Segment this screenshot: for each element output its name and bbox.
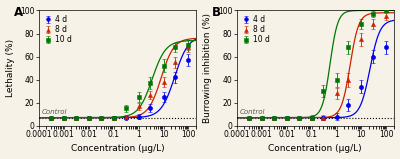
Text: Control: Control — [240, 109, 265, 115]
Legend: 4 d, 8 d, 10 d: 4 d, 8 d, 10 d — [42, 14, 72, 45]
Text: Control: Control — [42, 109, 67, 115]
Y-axis label: Lethality (%): Lethality (%) — [6, 39, 14, 97]
Legend: 4 d, 8 d, 10 d: 4 d, 8 d, 10 d — [240, 14, 270, 45]
Text: A: A — [14, 6, 23, 19]
X-axis label: Concentration (μg/L): Concentration (μg/L) — [70, 144, 164, 153]
Y-axis label: Burrowing inhibition (%): Burrowing inhibition (%) — [204, 13, 212, 123]
Text: B: B — [212, 6, 220, 19]
X-axis label: Concentration (μg/L): Concentration (μg/L) — [268, 144, 362, 153]
